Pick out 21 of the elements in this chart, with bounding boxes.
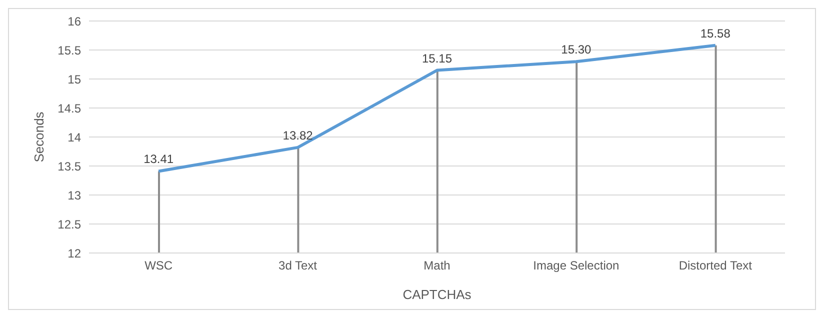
x-tick-label: Distorted Text <box>678 258 753 273</box>
x-tick-label: Math <box>424 258 450 273</box>
x-axis-title: CAPTCHAs <box>402 287 472 302</box>
y-tick-label: 15.5 <box>58 43 82 58</box>
y-tick-label: 13 <box>68 188 82 202</box>
data-label: 13.41 <box>144 152 174 166</box>
data-label: 15.58 <box>700 26 731 40</box>
x-tick-label: 3d Text <box>278 258 318 273</box>
data-label: 15.15 <box>422 51 452 66</box>
data-label: 13.82 <box>282 128 314 142</box>
data-label: 15.30 <box>561 42 592 57</box>
y-axis-title: Seconds <box>32 111 47 162</box>
y-tick-label: 12 <box>68 246 82 260</box>
y-tick-label: 12.5 <box>58 217 82 232</box>
y-tick-label: 14 <box>68 130 82 144</box>
y-tick-label: 13.5 <box>58 159 82 174</box>
y-tick-label: 14.5 <box>58 101 82 116</box>
x-tick-label: Image Selection <box>533 258 620 273</box>
x-tick-label: WSC <box>144 258 173 273</box>
y-tick-label: 16 <box>68 14 82 28</box>
y-tick-label: 15 <box>68 72 82 86</box>
